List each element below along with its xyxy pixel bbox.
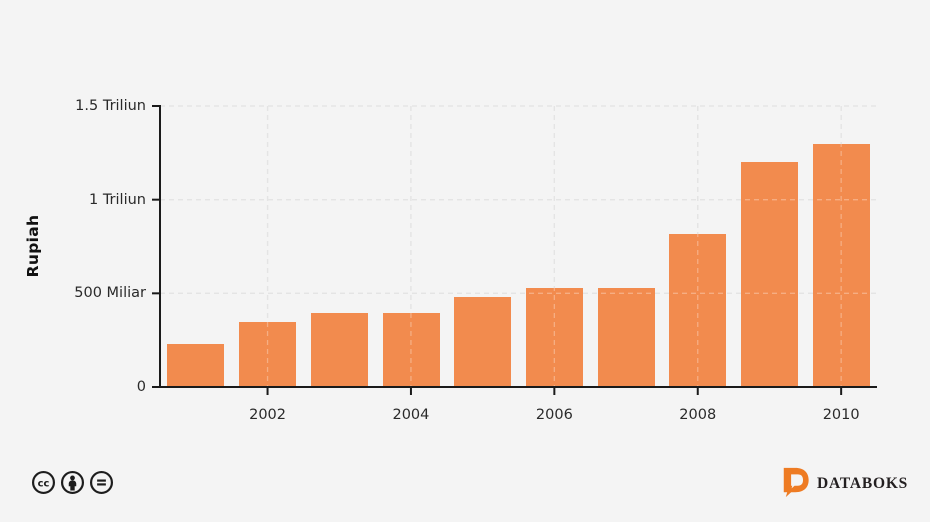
cc-by-icon[interactable] xyxy=(60,470,85,495)
y-tick-label-0: 0 xyxy=(136,379,146,395)
bar-2009 xyxy=(741,162,798,387)
y-tick-label-500-miliar: 500 Miliar xyxy=(74,285,146,302)
x-tick-label-2002: 2002 xyxy=(249,407,286,423)
y-tick-label-1-triliun: 1 Triliun xyxy=(89,191,146,208)
x-tick-label-2004: 2004 xyxy=(392,407,430,423)
y-axis-title: Rupiah xyxy=(24,214,42,278)
brand-logo[interactable]: DATABOKS xyxy=(782,467,908,498)
cc-icon[interactable]: cc xyxy=(31,470,56,495)
bar-2008 xyxy=(669,234,727,387)
bar-2002 xyxy=(239,322,296,387)
bar-2004 xyxy=(382,313,440,387)
bar-2010 xyxy=(812,143,870,387)
bar-2007 xyxy=(597,287,655,387)
bar-2005 xyxy=(454,297,512,387)
license-icons: cc xyxy=(31,470,114,495)
databoks-d-icon xyxy=(783,467,809,498)
brand-name: DATABOKS xyxy=(817,474,909,492)
svg-text:cc: cc xyxy=(38,479,50,490)
y-tick-label-1-5-triliun: 1.5 Triliun xyxy=(75,98,146,114)
x-tick-label-2010: 2010 xyxy=(822,407,860,423)
bar-2006 xyxy=(525,287,583,387)
x-tick-label-2008: 2008 xyxy=(679,407,717,423)
x-tick-label-2006: 2006 xyxy=(535,407,573,423)
bar-2003 xyxy=(310,313,368,387)
cc-nd-icon[interactable] xyxy=(89,470,114,495)
bar-2001 xyxy=(167,343,225,387)
